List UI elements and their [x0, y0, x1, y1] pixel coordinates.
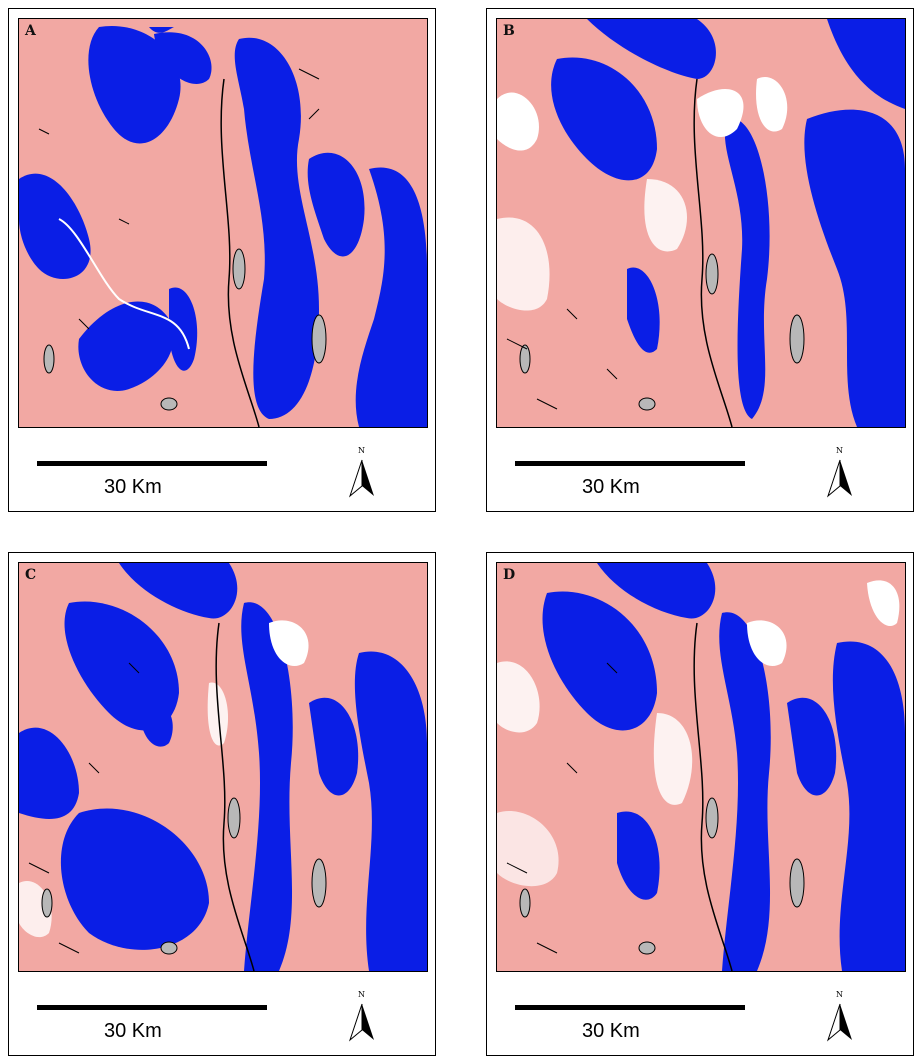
- panel-label: D: [503, 567, 516, 583]
- map-panel-a: A 30 Km N: [8, 8, 436, 512]
- scale-bar: [515, 1005, 745, 1010]
- scale-bar-label: 30 Km: [104, 476, 162, 498]
- map-panel-c: C 30 Km N: [8, 552, 436, 1056]
- scale-bar: [37, 1005, 267, 1010]
- north-arrow-icon: N: [825, 990, 855, 1044]
- classified-map-a: A: [18, 18, 428, 428]
- panel-label: A: [25, 23, 36, 39]
- classified-map-d: D: [496, 562, 906, 972]
- classified-map-b: B: [496, 18, 906, 428]
- panel-label: B: [503, 23, 515, 39]
- scale-bar-label: 30 Km: [104, 1020, 162, 1042]
- scale-bar-label: 30 Km: [582, 1020, 640, 1042]
- panel-label: C: [25, 567, 37, 583]
- map-panel-b: B 30 Km N: [486, 8, 914, 512]
- scale-bar: [37, 461, 267, 466]
- north-arrow-icon: N: [347, 446, 377, 500]
- classified-map-c: C: [18, 562, 428, 972]
- scale-bar-label: 30 Km: [582, 476, 640, 498]
- scale-bar: [515, 461, 745, 466]
- north-arrow-icon: N: [825, 446, 855, 500]
- north-arrow-icon: N: [347, 990, 377, 1044]
- map-panel-d: D 30 Km N: [486, 552, 914, 1056]
